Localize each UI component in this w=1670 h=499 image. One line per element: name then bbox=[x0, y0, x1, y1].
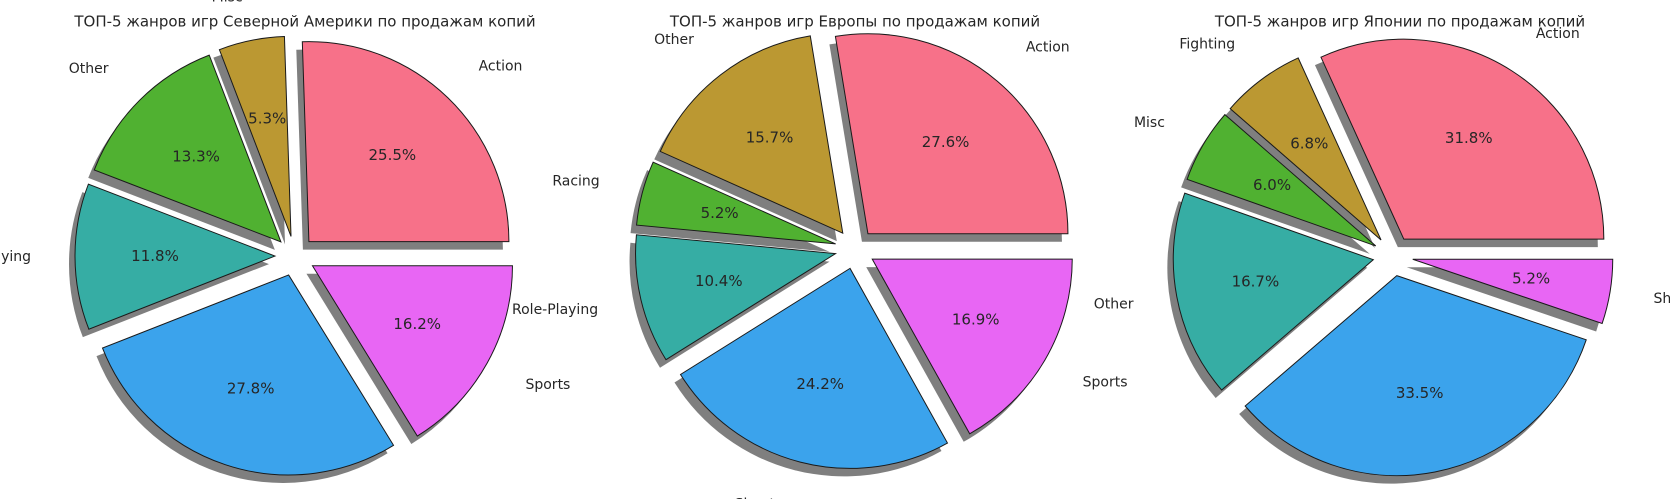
slice-label-shooter: Shooter bbox=[735, 497, 790, 499]
slice-label-fighting: Fighting bbox=[1179, 36, 1235, 52]
slice-percent-action: 25.5% bbox=[369, 146, 417, 164]
slice-other bbox=[93, 54, 282, 243]
slice-action bbox=[834, 33, 1069, 235]
slice-action bbox=[301, 41, 510, 243]
slice-percent-other: 16.7% bbox=[1232, 272, 1280, 290]
slice-percent-shooter: 24.2% bbox=[796, 375, 844, 393]
slice-label-action: Action bbox=[479, 58, 523, 74]
slice-label-shooter: Shooter bbox=[1653, 291, 1670, 307]
slice-misc bbox=[1186, 113, 1377, 247]
slice-shooter bbox=[1412, 258, 1614, 325]
slice-percent-shooter: 5.2% bbox=[1512, 269, 1550, 287]
chart-title: ТОП-5 жанров игр Северной Америки по про… bbox=[73, 13, 535, 31]
slice-label-misc: Misc bbox=[1134, 115, 1165, 131]
slice-label-sports: Sports bbox=[525, 377, 570, 393]
slice-percent-other: 15.7% bbox=[746, 129, 794, 147]
slice-percent-misc: 5.3% bbox=[248, 109, 286, 127]
slice-percent-action: 27.6% bbox=[922, 133, 970, 151]
slice-percent-misc: 6.0% bbox=[1253, 176, 1291, 194]
slice-label-role-playing: Role-Playing bbox=[0, 249, 31, 265]
slice-role-playing bbox=[635, 234, 838, 361]
slice-label-misc: Misc bbox=[212, 0, 243, 5]
slice-percent-sports: 16.2% bbox=[393, 315, 441, 333]
slice-percent-racing: 5.2% bbox=[701, 204, 739, 222]
slice-sports bbox=[311, 265, 513, 437]
slice-shooter bbox=[101, 274, 395, 476]
slice-role-playing bbox=[74, 183, 277, 330]
slice-percent-action: 31.8% bbox=[1445, 129, 1493, 147]
slice-role-playing bbox=[1244, 275, 1587, 477]
slice-percent-other: 13.3% bbox=[172, 147, 220, 165]
slice-label-sports: Sports bbox=[1083, 375, 1128, 391]
slice-percent-role-playing: 10.4% bbox=[695, 272, 743, 290]
slice-fighting bbox=[1229, 57, 1382, 241]
pie-chart-3: ТОП-5 жанров игр Японии по продажам копи… bbox=[1094, 13, 1670, 484]
slice-label-racing: Racing bbox=[552, 174, 599, 190]
pie-chart-2: ТОП-5 жанров игр Европы по продажам копи… bbox=[512, 13, 1128, 499]
slice-percent-role-playing: 33.5% bbox=[1396, 384, 1444, 402]
slice-sports bbox=[871, 258, 1073, 435]
slice-label-role-playing: Role-Playing bbox=[512, 302, 598, 318]
slice-label-action: Action bbox=[1536, 26, 1580, 42]
slice-action bbox=[1320, 38, 1605, 240]
slice-other bbox=[659, 35, 844, 234]
slice-shooter bbox=[679, 267, 949, 469]
slice-misc bbox=[218, 35, 292, 237]
pie-chart-1: ТОП-5 жанров игр Северной Америки по про… bbox=[0, 0, 570, 499]
slice-percent-sports: 16.9% bbox=[952, 310, 1000, 328]
slice-other bbox=[1172, 192, 1375, 391]
slice-label-other: Other bbox=[69, 61, 109, 77]
slice-label-other: Other bbox=[1094, 297, 1134, 313]
chart-title: ТОП-5 жанров игр Японии по продажам копи… bbox=[1214, 13, 1585, 31]
slice-racing bbox=[636, 161, 836, 245]
slice-percent-shooter: 27.8% bbox=[227, 379, 275, 397]
slice-label-other: Other bbox=[654, 32, 694, 48]
slice-percent-role-playing: 11.8% bbox=[131, 247, 179, 265]
slice-label-action: Action bbox=[1026, 40, 1070, 56]
chart-title: ТОП-5 жанров игр Европы по продажам копи… bbox=[669, 13, 1040, 31]
slice-percent-fighting: 6.8% bbox=[1290, 134, 1328, 152]
